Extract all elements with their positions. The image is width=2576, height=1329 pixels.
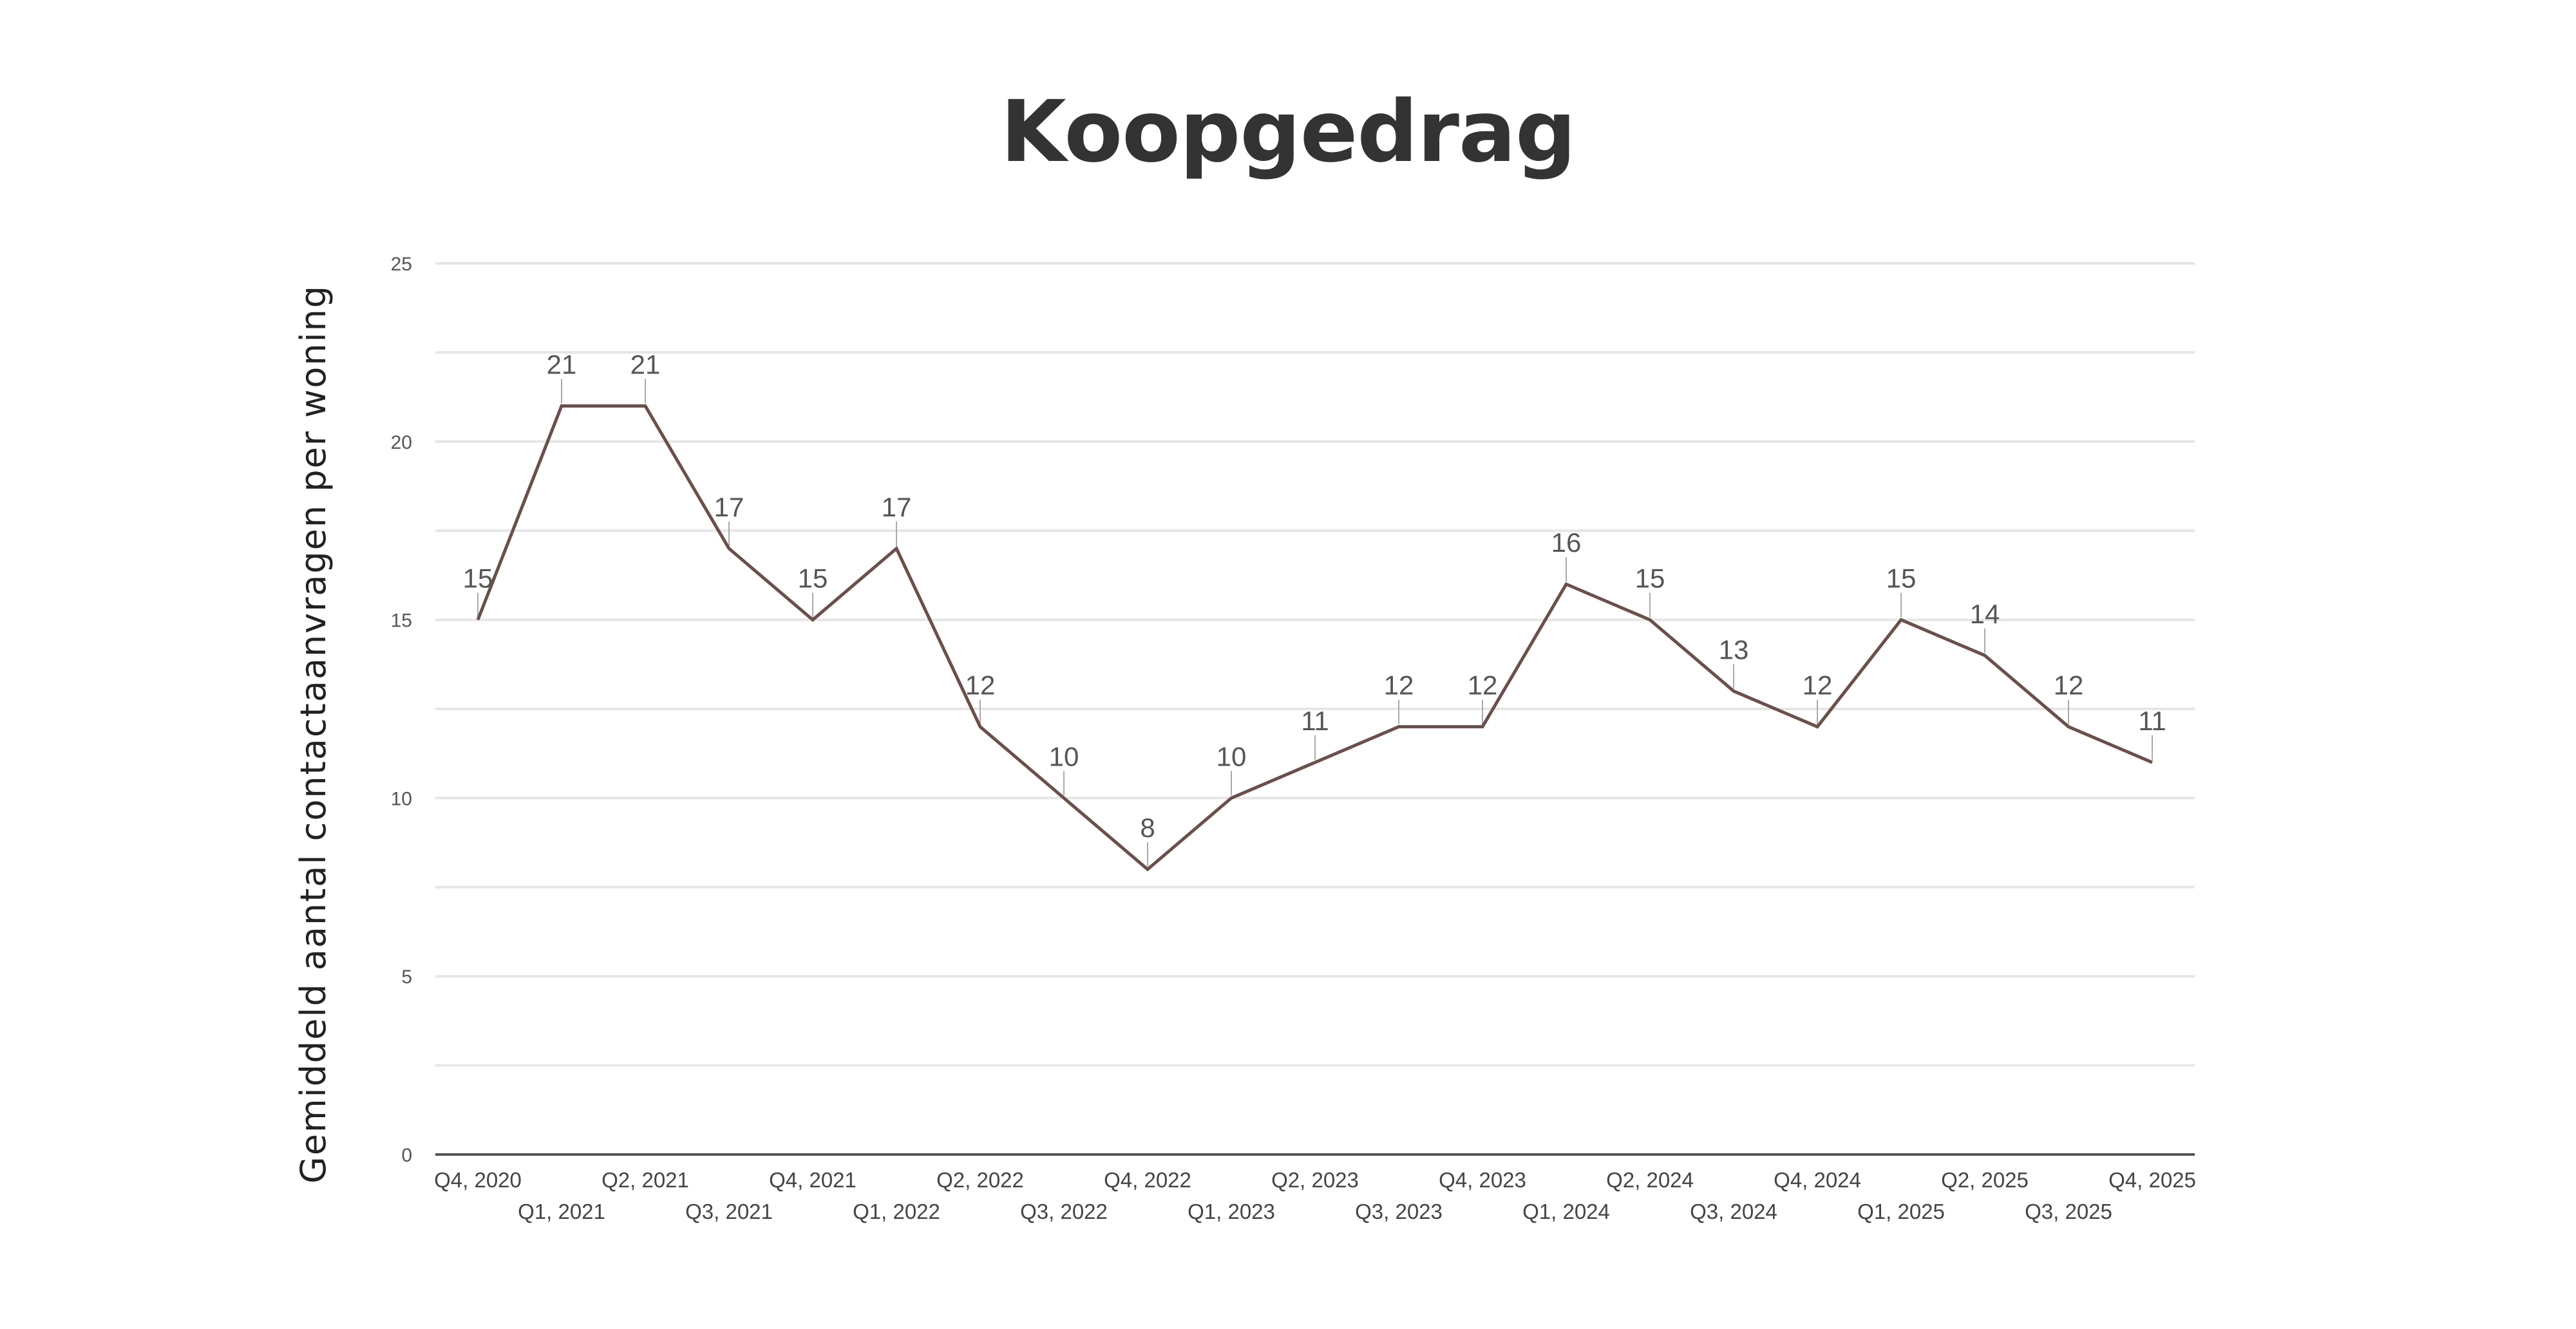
- x-axis-ticks: Q4, 2020 Q1, 2021 Q2, 2021 Q3, 2021 Q4, 2021…: [434, 1168, 2196, 1223]
- y-tick-label: 25: [391, 254, 412, 275]
- data-label: 12: [2054, 670, 2084, 701]
- data-label: 11: [1301, 706, 1329, 736]
- data-label: 10: [1049, 741, 1079, 771]
- x-tick-label: Q3, 2024: [1690, 1200, 1777, 1223]
- x-tick-label: Q3, 2021: [685, 1200, 773, 1223]
- x-tick-label: Q2, 2023: [1271, 1168, 1359, 1192]
- y-tick-label: 0: [401, 1145, 412, 1166]
- x-tick-label: Q2, 2024: [1606, 1168, 1694, 1192]
- data-label: 21: [630, 349, 661, 379]
- data-label: 16: [1551, 527, 1582, 558]
- x-tick-label: Q4, 2022: [1104, 1168, 1191, 1192]
- data-label: 10: [1217, 741, 1247, 771]
- data-label-leaders: [477, 379, 2153, 867]
- x-tick-label: Q1, 2022: [853, 1200, 940, 1223]
- data-label: 14: [1970, 599, 2000, 629]
- data-label: 15: [1635, 563, 1665, 594]
- x-tick-label: Q2, 2021: [601, 1168, 689, 1192]
- x-tick-label: Q2, 2025: [1941, 1168, 2029, 1192]
- data-label: 13: [1719, 634, 1749, 664]
- data-label: 12: [1468, 670, 1498, 701]
- y-axis-ticks: 0 5 10 15 20 25: [391, 254, 412, 1166]
- x-tick-label: Q2, 2022: [936, 1168, 1024, 1192]
- x-tick-label: Q4, 2024: [1774, 1168, 1861, 1192]
- data-label: 12: [1803, 670, 1833, 701]
- x-tick-label: Q4, 2021: [769, 1168, 857, 1192]
- data-labels: 15 21 21 17 15 17 12 10 8 10 11 12 12 16 15 13 12 15 14 12 1…: [463, 349, 2166, 843]
- data-label: 17: [882, 492, 912, 522]
- series-line: [476, 404, 2153, 872]
- data-label: 21: [547, 349, 577, 379]
- x-tick-label: Q3, 2025: [2025, 1200, 2112, 1223]
- x-tick-label: Q1, 2025: [1857, 1200, 1945, 1223]
- y-tick-label: 5: [401, 966, 412, 988]
- data-label: 8: [1140, 813, 1155, 843]
- x-tick-label: Q4, 2023: [1439, 1168, 1526, 1192]
- y-tick-label: 10: [391, 788, 412, 809]
- x-tick-label: Q4, 2020: [434, 1168, 522, 1192]
- y-tick-label: 15: [391, 610, 412, 632]
- data-label: 15: [798, 563, 828, 594]
- chart-title: Koopgedrag: [1000, 82, 1577, 182]
- x-tick-label: Q1, 2021: [518, 1200, 605, 1223]
- x-tick-label: Q4, 2025: [2108, 1168, 2196, 1192]
- data-label: 12: [1384, 670, 1414, 701]
- data-label: 12: [965, 670, 996, 701]
- data-label: 11: [2138, 706, 2166, 736]
- x-tick-label: Q1, 2023: [1188, 1200, 1275, 1223]
- x-tick-label: Q1, 2024: [1522, 1200, 1610, 1223]
- data-label: 15: [1886, 563, 1917, 594]
- x-tick-label: Q3, 2022: [1020, 1200, 1108, 1223]
- y-tick-label: 20: [391, 432, 412, 453]
- gridlines: [435, 262, 2195, 1067]
- data-label: 15: [463, 563, 493, 594]
- x-tick-label: Q3, 2023: [1355, 1200, 1443, 1223]
- y-axis-label: Gemiddeld aantal contactaanvragen per wo…: [293, 285, 334, 1183]
- data-label: 17: [714, 492, 744, 522]
